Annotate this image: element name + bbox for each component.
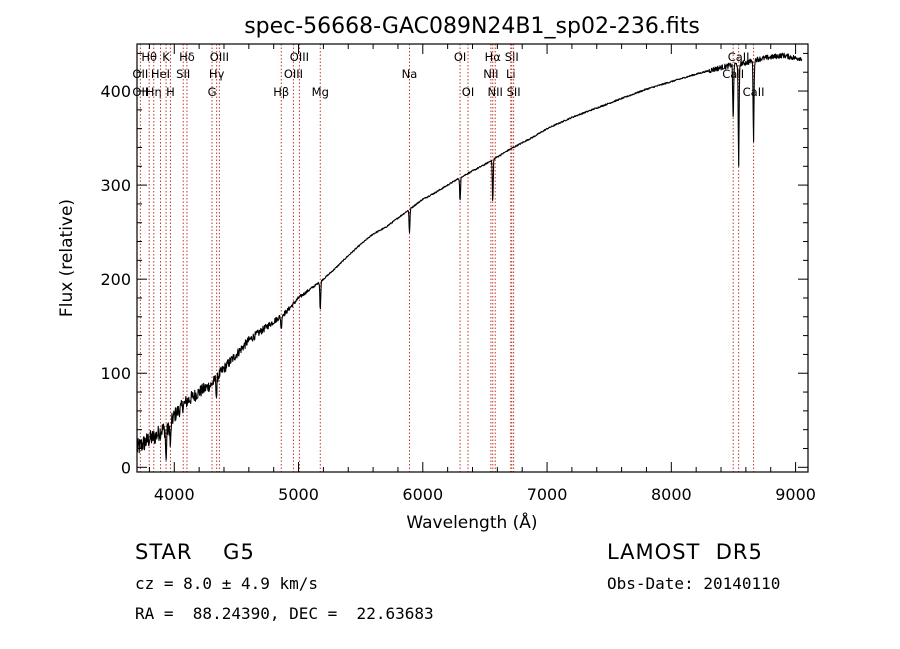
axes: 4000 5000 6000 7000 8000 9000 0 100 200 300 400 (100, 43, 816, 504)
y-tick-label: 400 (100, 82, 131, 101)
line-marker-label: NII (483, 67, 498, 81)
line-marker-label: Li (506, 67, 516, 81)
line-marker-label: H (166, 85, 175, 99)
sky-coordinates: RA = 88.24390, DEC = 22.63683 (135, 604, 434, 623)
y-tick-label: 200 (100, 270, 131, 289)
line-marker-label: OIII (210, 50, 229, 64)
line-marker-label: K (162, 50, 170, 64)
line-marker-label: SII (505, 50, 519, 64)
line-marker-label: OII (132, 67, 148, 81)
y-tick-label: 100 (100, 364, 131, 383)
line-marker-label: CaII (722, 67, 744, 81)
line-marker-label: CaII (728, 50, 750, 64)
x-tick-label: 8000 (651, 485, 692, 504)
chart-title: spec-56668-GAC089N24B1_sp02-236.fits (244, 14, 700, 39)
line-marker-label: OII (132, 85, 148, 99)
x-axis-label: Wavelength (Å) (406, 511, 537, 533)
line-marker-label: Mg (312, 85, 329, 99)
y-axis-label: Flux (relative) (57, 199, 77, 317)
spectrum (136, 52, 803, 461)
line-marker-label: Hθ (141, 50, 157, 64)
line-marker-label: Hβ (273, 85, 289, 99)
x-tick-label: 7000 (527, 485, 568, 504)
line-marker-label: Hη (146, 85, 162, 99)
object-class: STAR G5 (135, 540, 255, 564)
line-marker-label: SII (176, 67, 190, 81)
y-tick-label: 0 (121, 458, 131, 477)
line-marker-label: CaII (743, 85, 765, 99)
y-tick-label: 300 (100, 176, 131, 195)
line-marker-label: NII (488, 85, 503, 99)
line-marker-label: G (208, 85, 217, 99)
line-marker-label: Hδ (179, 50, 195, 64)
x-tick-label: 4000 (154, 485, 195, 504)
line-marker-label: OIII (290, 50, 309, 64)
x-tick-label: 9000 (775, 485, 816, 504)
redshift-cz: cz = 8.0 ± 4.9 km/s (135, 574, 319, 593)
line-marker-label: SII (507, 85, 521, 99)
line-marker-label: OIII (284, 67, 303, 81)
survey-name: LAMOST DR5 (607, 540, 763, 564)
x-tick-label: 5000 (278, 485, 319, 504)
plot-frame (136, 43, 809, 473)
observation-date: Obs-Date: 20140110 (607, 574, 781, 593)
line-marker-label: OI (454, 50, 466, 64)
line-marker-label: Na (402, 67, 418, 81)
line-marker-label: OI (462, 85, 474, 99)
line-marker-label: HeI (151, 67, 170, 81)
x-tick-label: 6000 (402, 485, 443, 504)
line-markers: OIIOIIHθHηHeIKHSIIHδGHγOIIIHβOIIIOIIIMgN… (132, 44, 765, 472)
spectrum-line (136, 52, 803, 461)
line-marker-label: Hα (485, 50, 502, 64)
line-marker-label: Hγ (209, 67, 225, 81)
